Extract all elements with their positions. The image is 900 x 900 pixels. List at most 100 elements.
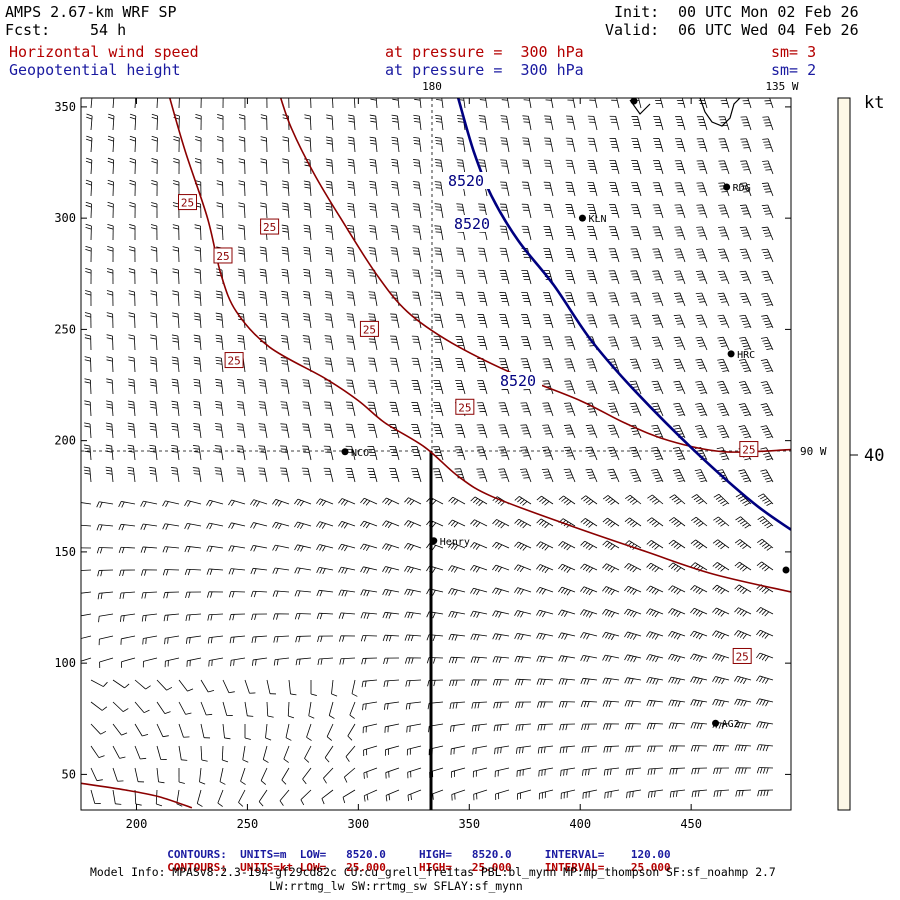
wind-barb xyxy=(668,653,686,663)
wind-speed-contour xyxy=(81,782,193,809)
wind-barb xyxy=(608,292,620,307)
wind-barb xyxy=(565,248,576,263)
y-tick-label: 300 xyxy=(54,211,76,225)
wind-barb xyxy=(389,468,400,483)
wind-barb xyxy=(149,444,158,461)
wind-barb xyxy=(652,204,664,219)
wind-barb xyxy=(207,635,224,644)
wind-barb xyxy=(478,159,488,175)
wind-barb xyxy=(668,676,686,685)
wind-barb xyxy=(194,268,202,285)
wind-barb xyxy=(651,336,664,351)
wind-barb xyxy=(280,335,290,351)
wind-barb xyxy=(494,745,510,755)
wind-barb xyxy=(134,745,147,760)
wind-barb xyxy=(172,290,180,307)
wind-barb xyxy=(580,518,598,528)
wind-barb xyxy=(602,700,620,708)
wind-barb xyxy=(238,114,246,131)
wind-barb xyxy=(470,564,488,573)
wind-barb xyxy=(184,568,202,576)
wind-barb xyxy=(501,98,510,109)
wind-barb xyxy=(260,180,268,197)
wind-barb xyxy=(536,655,554,663)
wind-barb xyxy=(734,675,752,685)
wind-barb xyxy=(448,565,466,573)
wind-barb xyxy=(149,400,158,417)
wind-barb xyxy=(184,545,202,553)
wind-barb xyxy=(347,180,356,197)
wind-barb xyxy=(542,336,554,351)
wind-barb xyxy=(739,248,752,263)
wind-barb xyxy=(411,424,422,439)
wind-barb xyxy=(280,401,290,417)
wind-barb xyxy=(326,723,334,741)
wind-barb xyxy=(412,291,422,307)
wind-barb xyxy=(434,247,444,263)
wind-barb xyxy=(411,402,422,417)
wind-barb xyxy=(346,357,356,373)
wind-barb xyxy=(404,542,422,551)
wind-barb xyxy=(282,158,290,175)
wind-barb xyxy=(558,586,576,596)
wind-barb xyxy=(281,246,290,263)
wind-barb xyxy=(712,744,730,752)
wind-barb xyxy=(477,336,488,351)
wind-barb xyxy=(668,517,686,528)
wind-barb xyxy=(514,678,532,686)
wind-barb xyxy=(560,789,576,800)
wind-barb xyxy=(258,357,268,373)
wind-barb xyxy=(761,336,774,351)
wind-barb xyxy=(565,181,576,197)
wind-barb xyxy=(156,767,165,784)
wind-barb xyxy=(449,679,466,687)
wind-barb xyxy=(332,98,334,109)
height-contour-label: 8520 xyxy=(448,215,496,233)
wind-barb xyxy=(542,314,554,329)
wind-barb xyxy=(345,745,356,762)
wind-barb xyxy=(580,609,598,618)
wind-barb xyxy=(520,424,532,439)
wind-barb xyxy=(668,745,686,752)
wind-barb xyxy=(317,635,334,643)
wind-barb xyxy=(346,269,356,285)
wind-barb xyxy=(150,224,158,241)
x-tick-label: 200 xyxy=(126,817,148,831)
wind-barb xyxy=(514,564,532,573)
wind-barb xyxy=(216,202,224,219)
wind-barb xyxy=(338,589,356,597)
wind-barb xyxy=(558,678,576,685)
wind-barb xyxy=(434,203,444,219)
wind-barb xyxy=(349,701,356,719)
wind-barb xyxy=(367,401,378,417)
wind-barb xyxy=(514,655,532,663)
wind-barb xyxy=(448,496,466,505)
wind-barb xyxy=(500,159,510,175)
wind-barb xyxy=(602,517,620,528)
wind-barb xyxy=(668,539,686,550)
wind-barb xyxy=(346,247,356,263)
wind-barb xyxy=(493,701,510,709)
wind-barb xyxy=(382,611,400,619)
wind-barb xyxy=(756,675,774,684)
field2-smoothing: sm= 2 xyxy=(771,61,817,79)
wind-barb xyxy=(287,701,295,719)
wind-barb xyxy=(391,158,400,175)
wind-barb xyxy=(107,201,114,219)
wind-barb xyxy=(607,380,620,395)
wind-barb xyxy=(303,268,312,285)
wind-barb xyxy=(611,98,620,109)
wind-barb xyxy=(150,312,158,329)
wind-barb xyxy=(448,656,466,664)
wind-barb xyxy=(652,248,664,263)
wind-barb xyxy=(294,590,312,597)
wind-barb xyxy=(472,745,488,755)
wind-barb xyxy=(695,270,708,285)
wind-barb xyxy=(565,137,576,153)
field2-level: at pressure = 300 hPa xyxy=(385,61,584,79)
wind-barb xyxy=(500,181,510,197)
wind-barb xyxy=(171,378,180,395)
wind-barb xyxy=(477,314,488,329)
wind-barb xyxy=(345,401,356,417)
wind-barb xyxy=(673,336,686,351)
